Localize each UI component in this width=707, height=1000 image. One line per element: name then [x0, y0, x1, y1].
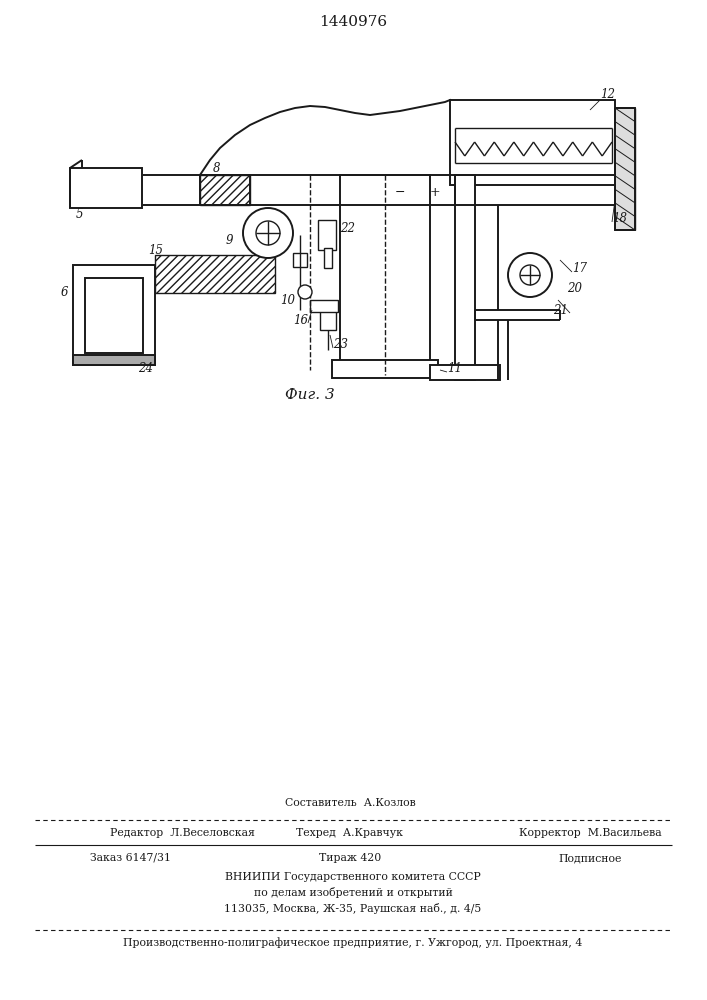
Text: −: −	[395, 186, 405, 198]
Bar	[450, 100, 615, 185]
Bar	[340, 175, 430, 370]
Text: 16: 16	[293, 314, 308, 326]
Text: 6: 6	[61, 286, 68, 298]
Bar	[85, 278, 143, 353]
Text: 5: 5	[76, 209, 83, 222]
Text: 20: 20	[567, 282, 582, 294]
Circle shape	[243, 208, 293, 258]
Text: ВНИИПИ Государственного комитета СССР: ВНИИПИ Государственного комитета СССР	[225, 872, 481, 882]
Bar	[293, 253, 307, 267]
Bar	[324, 248, 332, 268]
Bar	[73, 265, 155, 365]
Bar	[615, 108, 635, 230]
Text: 8: 8	[213, 161, 221, 174]
Text: Редактор  Л.Веселовская: Редактор Л.Веселовская	[110, 828, 255, 838]
Text: 10: 10	[280, 294, 295, 306]
Circle shape	[298, 285, 312, 299]
Text: 15: 15	[148, 243, 163, 256]
Text: 9: 9	[226, 233, 233, 246]
Text: 12: 12	[600, 89, 615, 102]
Text: 19: 19	[268, 229, 283, 241]
Text: Техред  А.Кравчук: Техред А.Кравчук	[296, 828, 404, 838]
Text: +: +	[430, 186, 440, 198]
Bar	[70, 168, 142, 208]
Bar	[332, 360, 438, 378]
Polygon shape	[200, 175, 250, 205]
Bar	[310, 300, 338, 312]
Bar	[320, 308, 336, 330]
Text: Производственно-полиграфическое предприятие, г. Ужгород, ул. Проектная, 4: Производственно-полиграфическое предприя…	[124, 938, 583, 948]
Text: Тираж 420: Тираж 420	[319, 853, 381, 863]
Text: Составитель  А.Козлов: Составитель А.Козлов	[285, 798, 416, 808]
Text: 18: 18	[612, 212, 627, 225]
Bar	[73, 355, 155, 365]
Circle shape	[520, 265, 540, 285]
Text: 21: 21	[553, 304, 568, 316]
Bar	[430, 365, 500, 380]
Text: 113035, Москва, Ж-35, Раушская наб., д. 4/5: 113035, Москва, Ж-35, Раушская наб., д. …	[224, 904, 481, 914]
Circle shape	[508, 253, 552, 297]
Text: 17: 17	[572, 261, 587, 274]
Text: 23: 23	[333, 338, 348, 352]
Text: 11: 11	[447, 361, 462, 374]
Text: Заказ 6147/31: Заказ 6147/31	[90, 853, 171, 863]
Text: 24: 24	[138, 361, 153, 374]
Text: по делам изобретений и открытий: по делам изобретений и открытий	[254, 888, 452, 898]
Bar	[155, 255, 275, 293]
Text: Фиг. 3: Фиг. 3	[285, 388, 335, 402]
Bar	[455, 175, 475, 380]
Bar	[318, 220, 336, 250]
Text: 1440976: 1440976	[319, 15, 387, 29]
Text: 22: 22	[340, 222, 355, 234]
Text: Корректор  М.Васильева: Корректор М.Васильева	[519, 828, 661, 838]
Text: Подписное: Подписное	[559, 853, 621, 863]
Circle shape	[256, 221, 280, 245]
